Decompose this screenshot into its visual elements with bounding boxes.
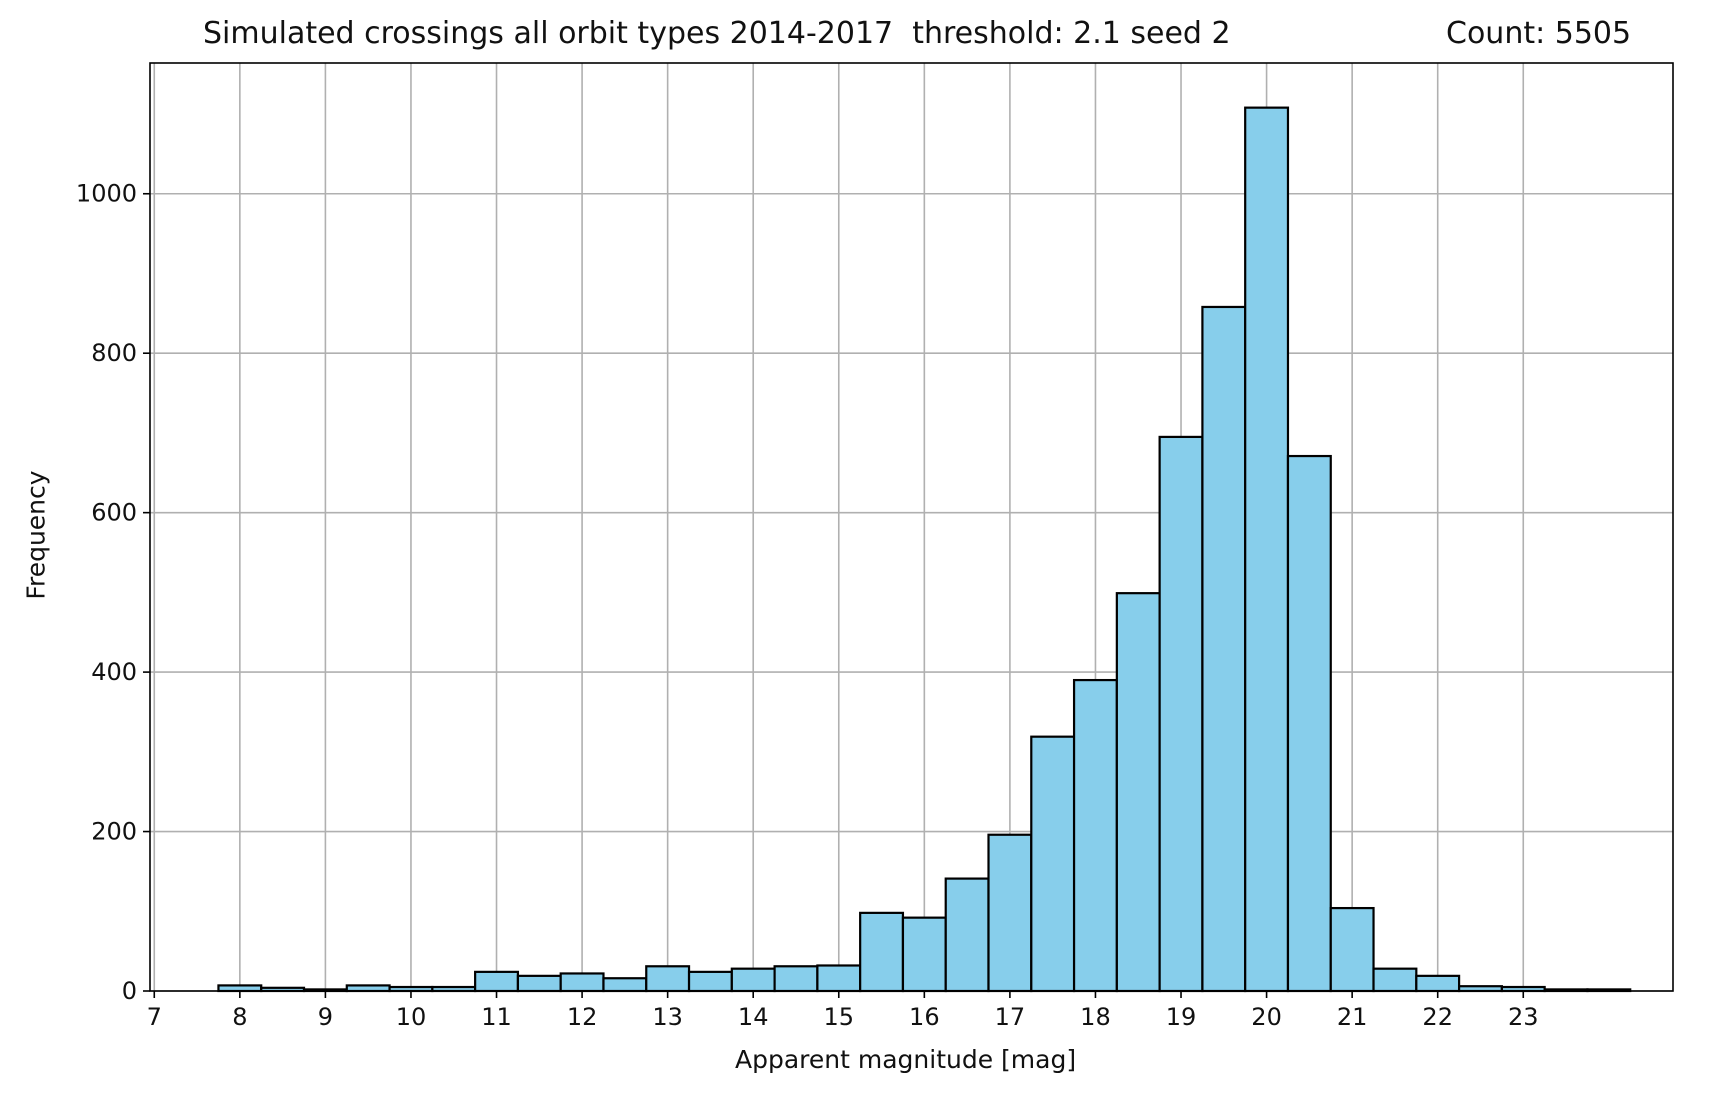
y-tick-label: 0 xyxy=(122,977,137,1005)
x-tick-label: 7 xyxy=(147,1003,162,1031)
histogram-bar xyxy=(1030,735,1076,993)
x-tick-label: 10 xyxy=(396,1003,427,1031)
histogram-bar xyxy=(901,916,947,993)
histogram-bar xyxy=(516,974,562,993)
histogram-bar xyxy=(559,972,605,993)
y-tick-label: 600 xyxy=(91,499,137,527)
histogram-bar xyxy=(602,977,648,993)
x-tick-label: 18 xyxy=(1080,1003,1111,1031)
histogram-bar xyxy=(1201,305,1247,993)
x-tick-label: 22 xyxy=(1422,1003,1453,1031)
y-tick-label: 400 xyxy=(91,658,137,686)
histogram-bar xyxy=(645,965,691,993)
histogram-bar xyxy=(474,970,520,993)
x-tick-label: 16 xyxy=(909,1003,940,1031)
x-axis-label: Apparent magnitude [mag] xyxy=(735,1045,1077,1074)
histogram-bar xyxy=(217,984,263,993)
x-tick-label: 19 xyxy=(1166,1003,1197,1031)
x-tick-label: 14 xyxy=(738,1003,769,1031)
histogram-bar xyxy=(773,965,819,993)
histogram-bar xyxy=(1372,967,1418,993)
x-tick-label: 20 xyxy=(1251,1003,1282,1031)
x-tick-label: 13 xyxy=(652,1003,683,1031)
histogram-bar xyxy=(859,911,905,993)
x-tick-label: 23 xyxy=(1508,1003,1539,1031)
histogram-bar xyxy=(1115,592,1161,993)
y-tick-label: 800 xyxy=(91,339,137,367)
histogram-bar xyxy=(345,984,391,993)
histogram-bar xyxy=(730,967,776,993)
histogram-bar xyxy=(1244,106,1290,993)
histogram-bar xyxy=(1158,435,1204,993)
ticks-layer: 7 8 9 10 11 12 13 14 15 16 17 18 19 20 21 22 23 0 200 400 60… xyxy=(76,180,1539,1031)
x-tick-label: 8 xyxy=(232,1003,247,1031)
x-tick-label: 15 xyxy=(823,1003,854,1031)
histogram-bar xyxy=(1072,678,1118,993)
x-tick-label: 11 xyxy=(481,1003,512,1031)
y-tick-label: 1000 xyxy=(76,180,137,208)
histogram-bar xyxy=(987,833,1033,993)
plot-frame xyxy=(149,62,1674,992)
x-tick-label: 21 xyxy=(1337,1003,1368,1031)
count-label: Count: 5505 xyxy=(1446,16,1632,51)
histogram-bar xyxy=(1415,974,1461,993)
histogram-bar xyxy=(1329,906,1375,993)
histogram-bar xyxy=(687,970,733,993)
grid-layer xyxy=(150,63,1673,992)
chart-title: Simulated crossings all orbit types 2014… xyxy=(203,16,1231,51)
x-tick-label: 9 xyxy=(318,1003,333,1031)
y-tick-label: 200 xyxy=(91,818,137,846)
histogram-bar xyxy=(1286,454,1332,993)
histogram-bar xyxy=(944,877,990,993)
bars-layer xyxy=(217,106,1632,993)
x-tick-label: 12 xyxy=(567,1003,598,1031)
x-tick-label: 17 xyxy=(995,1003,1026,1031)
histogram-bar xyxy=(816,964,862,993)
